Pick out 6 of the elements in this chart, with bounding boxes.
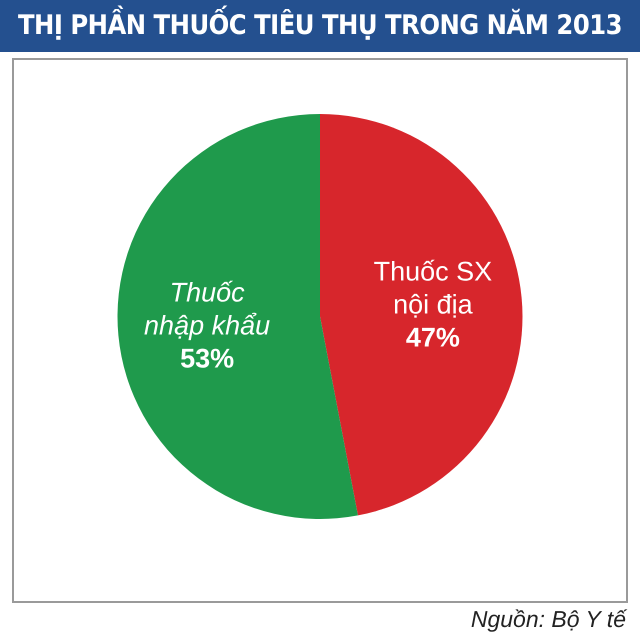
- slice-label: Thuốc nhập khẩu: [144, 278, 270, 341]
- data-label: 53%: [180, 344, 234, 374]
- chart-title: THỊ PHẦN THUỐC TIÊU THỤ TRONG NĂM 2013: [0, 0, 640, 52]
- data-label: 47%: [406, 322, 460, 352]
- slice-label: Thuốc SX nội địa: [374, 256, 492, 320]
- text: Nguồn: Bộ Y tế: [470, 606, 626, 633]
